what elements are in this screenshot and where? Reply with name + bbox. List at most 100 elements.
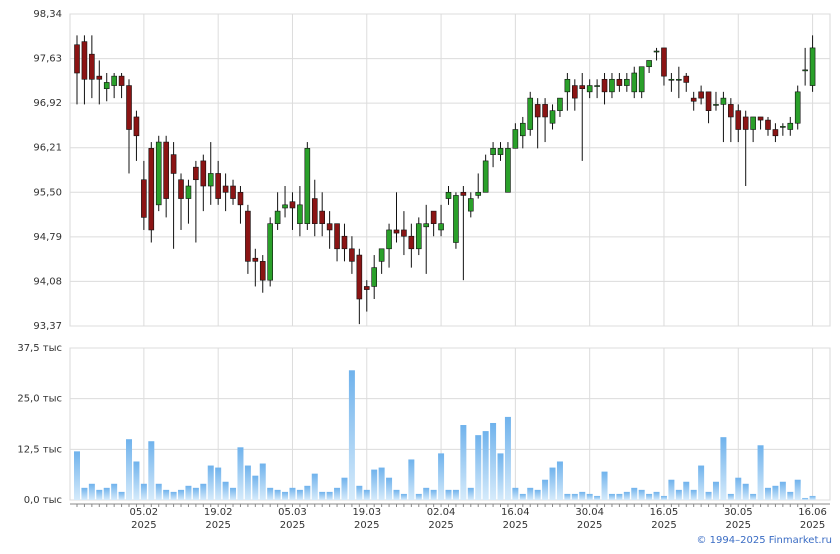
candle-body xyxy=(564,78,571,93)
candle-body xyxy=(676,78,682,81)
volume-bar xyxy=(96,489,103,500)
volume-bar xyxy=(779,481,786,500)
volume-bar xyxy=(311,473,318,500)
volume-bar xyxy=(705,491,712,500)
candle-body xyxy=(185,185,192,199)
candle-body xyxy=(126,85,132,130)
candle-body xyxy=(193,166,199,181)
volume-bar xyxy=(638,489,645,500)
candle-body xyxy=(267,223,273,281)
volume-bar xyxy=(192,487,199,500)
volume-bar xyxy=(408,459,415,500)
volume-bar xyxy=(371,469,378,500)
x-tick-label: 16.06 2025 xyxy=(798,507,827,531)
volume-bar xyxy=(675,489,682,500)
candle-body xyxy=(445,191,452,199)
volume-bar xyxy=(623,491,630,500)
candle-body xyxy=(237,191,244,206)
volume-bar xyxy=(727,493,734,500)
volume-bar xyxy=(742,483,749,500)
volume-tick-label: 0,0 тыс xyxy=(24,495,62,506)
candle-body xyxy=(430,210,437,224)
candle-body xyxy=(601,78,608,93)
x-tick-label: 05.02 2025 xyxy=(129,507,159,531)
candle-body xyxy=(230,185,236,199)
x-tick-label: 19.02 2025 xyxy=(203,507,233,531)
volume-bar xyxy=(690,489,697,500)
volume-bar xyxy=(534,489,541,500)
volume-bar xyxy=(296,489,303,500)
candle-body xyxy=(74,44,80,74)
volume-bar xyxy=(103,487,110,500)
candle-body xyxy=(155,141,162,206)
y-tick-label: 97,63 xyxy=(33,54,62,65)
volume-tick-label: 25,0 тыс xyxy=(17,394,62,405)
volume-bar xyxy=(267,487,274,500)
volume-bar xyxy=(512,487,519,500)
candle-body xyxy=(334,223,340,250)
volume-bar xyxy=(504,416,511,500)
candle-body xyxy=(713,104,719,106)
candle-body xyxy=(304,148,311,224)
candle-body xyxy=(809,47,816,86)
volume-tick-label: 12,5 тыс xyxy=(17,444,62,455)
candle-body xyxy=(557,97,563,111)
volume-bar xyxy=(222,481,229,500)
candle-body xyxy=(505,148,511,193)
volume-bar xyxy=(794,479,801,500)
x-tick-label: 16.04 2025 xyxy=(501,507,530,531)
candle-body xyxy=(311,198,318,224)
x-tick-label: 30.04 2025 xyxy=(575,507,604,531)
candle-body xyxy=(89,53,95,80)
candle-body xyxy=(720,97,727,105)
candle-body xyxy=(289,201,296,209)
volume-bar xyxy=(341,477,348,500)
candle-body xyxy=(482,160,489,193)
volume-bar xyxy=(750,493,757,500)
candle-body xyxy=(103,82,110,90)
candle-body xyxy=(765,119,771,130)
volume-bar xyxy=(594,495,601,500)
y-tick-label: 98,34 xyxy=(33,9,62,20)
volume-bar xyxy=(289,487,296,500)
x-tick-label: 19.03 2025 xyxy=(352,507,382,531)
candle-body xyxy=(148,148,155,231)
volume-bar xyxy=(133,461,140,500)
volume-bar xyxy=(445,489,452,500)
volume-bar xyxy=(215,467,222,500)
volume-bar xyxy=(170,491,177,500)
volume-bar xyxy=(126,439,133,500)
candle-body xyxy=(215,173,221,199)
volume-bar xyxy=(764,487,771,500)
candle-body xyxy=(282,204,288,209)
candle-body xyxy=(490,148,496,155)
volume-bar xyxy=(460,425,467,500)
candle-body xyxy=(222,185,229,193)
volume-bar xyxy=(319,491,326,500)
candle-body xyxy=(683,75,690,83)
candle-body xyxy=(705,91,712,111)
candle-body xyxy=(297,204,303,224)
candle-body xyxy=(341,235,348,250)
x-tick-label: 05.03 2025 xyxy=(278,507,307,531)
y-tick-label: 96,92 xyxy=(33,98,62,109)
volume-bar xyxy=(683,481,690,500)
candle-body xyxy=(750,116,756,130)
candle-body xyxy=(661,47,667,77)
volume-bar xyxy=(140,483,147,500)
volume-bar xyxy=(118,491,125,500)
candle-body xyxy=(111,75,117,86)
x-tick-label: 16.05 2025 xyxy=(649,507,679,531)
volume-bar xyxy=(178,489,185,500)
copyright[interactable]: © 1994–2025 Finmarket.ru xyxy=(696,535,832,546)
candle-body xyxy=(527,97,534,130)
candle-body xyxy=(475,191,482,196)
volume-tick-label: 37,5 тыс xyxy=(17,343,62,354)
volume-bar xyxy=(720,437,727,500)
volume-bar xyxy=(430,489,437,500)
volume-bar xyxy=(415,493,422,500)
volume-bar xyxy=(787,491,794,500)
candle-body xyxy=(668,78,675,81)
volume-bar xyxy=(207,465,214,500)
